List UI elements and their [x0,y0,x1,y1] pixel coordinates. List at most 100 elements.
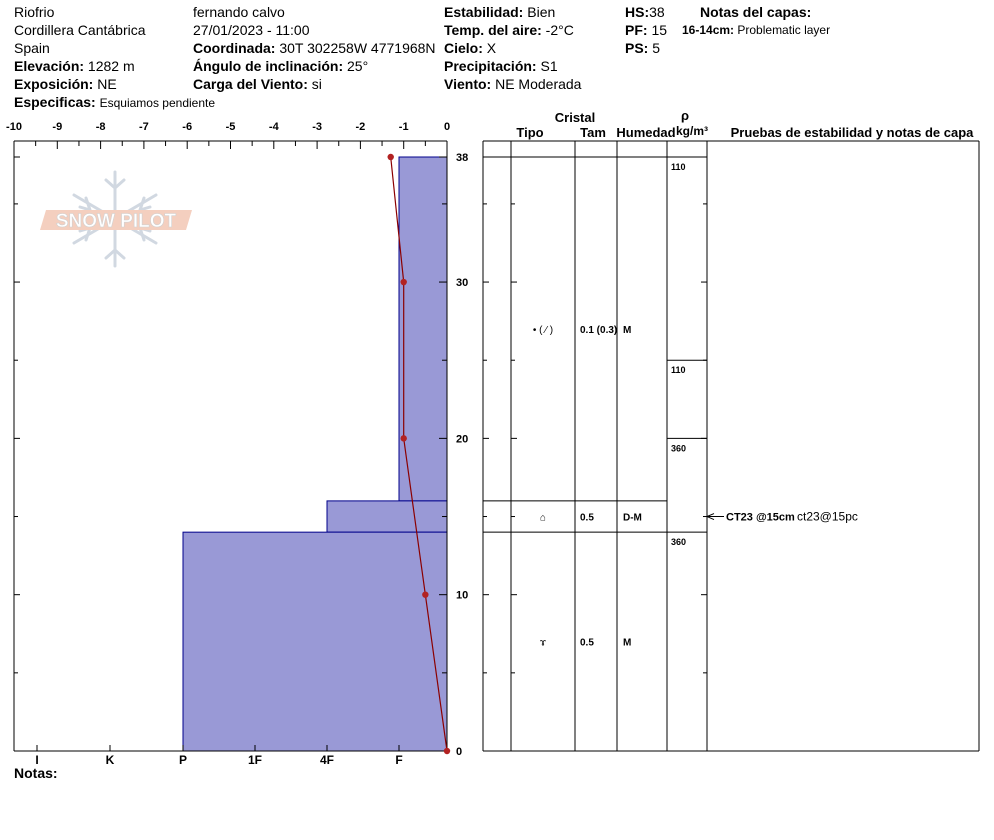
hs-row: HS:38 [625,3,667,21]
notes-label: Notas: [14,765,58,781]
logo-text: SNOW PILOT [56,211,177,232]
temperature-profile [387,153,451,755]
temperature-axis: -10 -9 -8 -7 -6 -5 -4 -3 -2 -1 0 [6,121,450,149]
layer-grain-size: 0.1 (0.3) [580,325,617,336]
layer-grain-type: ⌂ [540,513,546,524]
tests-header: Pruebas de estabilidad y notas de capa [731,125,975,140]
hardness-tick-label: 4F [320,753,334,767]
precip-row: Precipitación: S1 [444,57,581,75]
wind-load-row: Carga del Viento: si [193,75,436,93]
layer-notes-title: Notas del capas: [700,4,812,20]
density-unit-header: kg/m³ [676,124,708,138]
hardness-tick-label: 1F [248,753,262,767]
elevation-value: 1282 m [87,58,135,74]
country: Spain [14,40,50,56]
moisture-header: Humedad [616,125,675,140]
wind-label: Viento: [444,76,492,92]
temperature-point [400,435,407,442]
pf-row: PF: 15 [625,21,667,39]
hardness-tick-label: F [395,753,402,767]
hardness-tick-label: P [179,753,187,767]
elevation-row: Elevación: 1282 m [14,57,215,75]
slope-label: Ángulo de inclinación: [193,58,344,74]
hardness-layer-rect [398,156,448,502]
temperature-point [387,153,394,161]
temperature-tick-label: -4 [269,121,280,133]
layer-note-row: 16-14cm: Problematic layer [682,21,830,39]
temperature-tick-label: -3 [312,121,322,133]
hardness-layer-rect [326,500,448,533]
layer-grain-size: 0.5 [580,638,594,649]
sky-label: Cielo: [444,40,483,56]
stability-row: Estabilidad: Bien [444,3,581,21]
density-value: 110 [671,365,686,375]
stability-label: Estabilidad: [444,4,524,20]
coordinate-value: 30T 302258W 4771968N [279,40,436,56]
density-value: 110 [671,162,686,172]
aspect-row: Exposición: NE [14,75,215,93]
layer-note-depth: 16-14cm: [682,23,735,37]
rho-header: ρ [681,108,689,123]
temperature-tick-label: -5 [226,121,236,133]
snowpilot-logo: SNOW PILOT [40,170,192,268]
layer-moisture: D-M [623,513,642,524]
notes-section: Notas: [14,764,58,782]
stability-value: Bien [527,4,556,20]
temperature-tick-label: -6 [182,121,192,133]
hardness-profile [182,156,448,752]
temperature-tick-label: 0 [444,121,450,133]
logo-banner [40,210,192,230]
aspect-value: NE [97,76,117,92]
ps-label: PS: [625,40,649,56]
hardness-layer-rect [182,531,448,752]
temperature-point [443,747,451,755]
layer-table: Cristal Tipo Tam Humedad ρ kg/m³ Pruebas… [482,108,980,752]
air-temp-label: Temp. del aire: [444,22,542,38]
wind-value: NE Moderada [495,76,582,92]
sky-value: X [486,40,497,56]
density-value: 360 [671,537,686,547]
specifics-row: Especificas: Esquiamos pendiente [14,93,215,112]
elevation-label: Elevación: [14,58,85,74]
coordinate-row: Coordinada: 30T 302258W 4771968N [193,39,436,57]
air-temp-row: Temp. del aire: -2°C [444,21,581,39]
header-left: Riofrio Cordillera Cantábrica Spain Elev… [14,3,215,112]
layer-grain-size: 0.5 [580,513,594,524]
height-tick-label: 30 [456,277,468,289]
air-temp-value: -2°C [545,22,574,38]
height-tick-label: 10 [456,590,468,602]
temperature-tick-label: -7 [139,121,149,133]
ps-value: 5 [652,40,661,56]
pf-value: 15 [651,22,668,38]
wind-load-value: si [311,76,322,92]
test-result-note: ct23@15pc [797,510,858,524]
aspect-label: Exposición: [14,76,94,92]
sky-row: Cielo: X [444,39,581,57]
layer-moisture: M [623,638,631,649]
test-marker-arrow [705,513,715,520]
crystal-header: Cristal [555,110,595,125]
height-tick-label: 38 [456,152,468,164]
location-name: Riofrio [14,4,55,20]
temperature-tick-label: -9 [52,121,62,133]
slope-value: 25° [347,58,369,74]
temperature-point [400,278,407,286]
layer-notes: Notas del capas: 16-14cm: Problematic la… [682,3,830,39]
wind-load-label: Carga del Viento: [193,76,308,92]
hardness-axis: I K P 1F 4F F [35,745,403,767]
ps-row: PS: 5 [625,39,667,57]
density-value: 360 [671,443,686,453]
temperature-tick-label: -8 [96,121,106,133]
specifics-label: Especificas: [14,94,96,110]
hardness-tick-label: I [35,753,38,767]
coordinate-label: Coordinada: [193,40,276,56]
temperature-tick-label: -10 [6,121,22,133]
layer-note-text: Problematic layer [737,23,831,37]
hs-label: HS: [625,4,650,20]
temperature-tick-label: -2 [356,121,366,133]
header-conditions: Estabilidad: Bien Temp. del aire: -2°C C… [444,3,581,93]
layer-moisture: M [623,325,631,336]
height-tick-label: 20 [456,433,468,445]
wind-row: Viento: NE Moderada [444,75,581,93]
observation-datetime: 27/01/2023 - 11:00 [193,22,310,38]
